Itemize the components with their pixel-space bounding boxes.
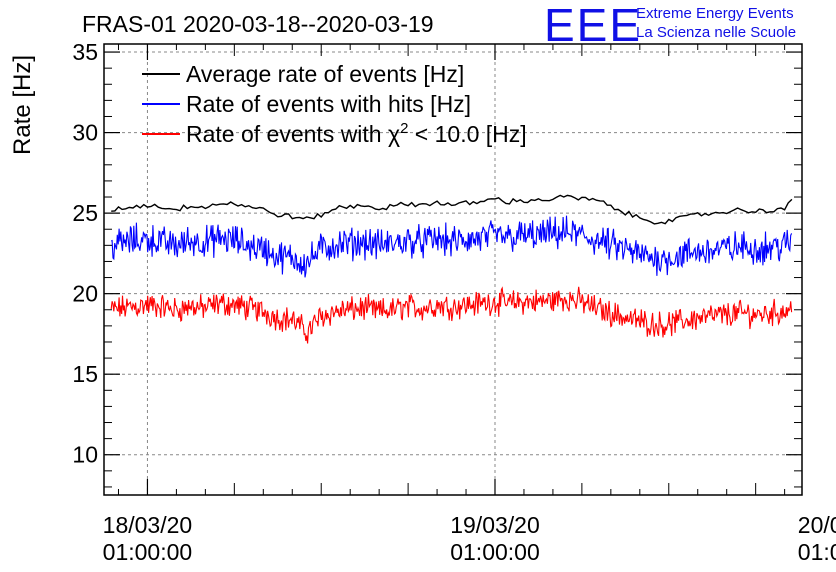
logo-line-2: La Scienza nelle Scuole bbox=[636, 24, 797, 41]
legend-entry-hits: Rate of events with hits [Hz] bbox=[186, 91, 471, 117]
y-tick-label: 15 bbox=[72, 361, 98, 387]
y-tick-label: 35 bbox=[72, 39, 98, 65]
y-tick-label: 10 bbox=[72, 442, 98, 468]
x-tick-date: 20/03/20 bbox=[798, 512, 836, 538]
series-line bbox=[111, 194, 793, 225]
data-series bbox=[110, 194, 793, 344]
grid-lines bbox=[104, 44, 802, 495]
x-tick-date: 18/03/20 bbox=[103, 512, 193, 538]
x-tick-date: 19/03/20 bbox=[450, 512, 540, 538]
series-line bbox=[110, 215, 793, 278]
axis-ticks bbox=[104, 44, 802, 495]
x-tick-labels: 18/03/2001:00:0019/03/2001:00:0020/03/20… bbox=[103, 512, 836, 565]
x-tick-time: 01:00:00 bbox=[450, 539, 540, 565]
y-axis-label: Rate [Hz] bbox=[9, 55, 36, 155]
legend-entry-chi2: Rate of events with χ2 < 10.0 [Hz] bbox=[186, 120, 527, 147]
y-tick-labels: 10 15 20 25 30 35 bbox=[72, 39, 98, 468]
y-tick-label: 25 bbox=[72, 200, 98, 226]
y-tick-label: 30 bbox=[72, 120, 98, 146]
series-line bbox=[110, 286, 793, 344]
x-tick-time: 01:00:00 bbox=[798, 539, 836, 565]
eee-logo: EEE bbox=[544, 0, 643, 51]
logo-line-1: Extreme Energy Events bbox=[636, 5, 794, 22]
plot-frame bbox=[103, 43, 803, 496]
legend: Average rate of events [Hz] Rate of even… bbox=[142, 61, 527, 147]
y-tick-label: 20 bbox=[72, 281, 98, 307]
chart-title: FRAS-01 2020-03-18--2020-03-19 bbox=[82, 11, 434, 37]
legend-entry-average: Average rate of events [Hz] bbox=[186, 61, 464, 87]
x-tick-time: 01:00:00 bbox=[103, 539, 193, 565]
